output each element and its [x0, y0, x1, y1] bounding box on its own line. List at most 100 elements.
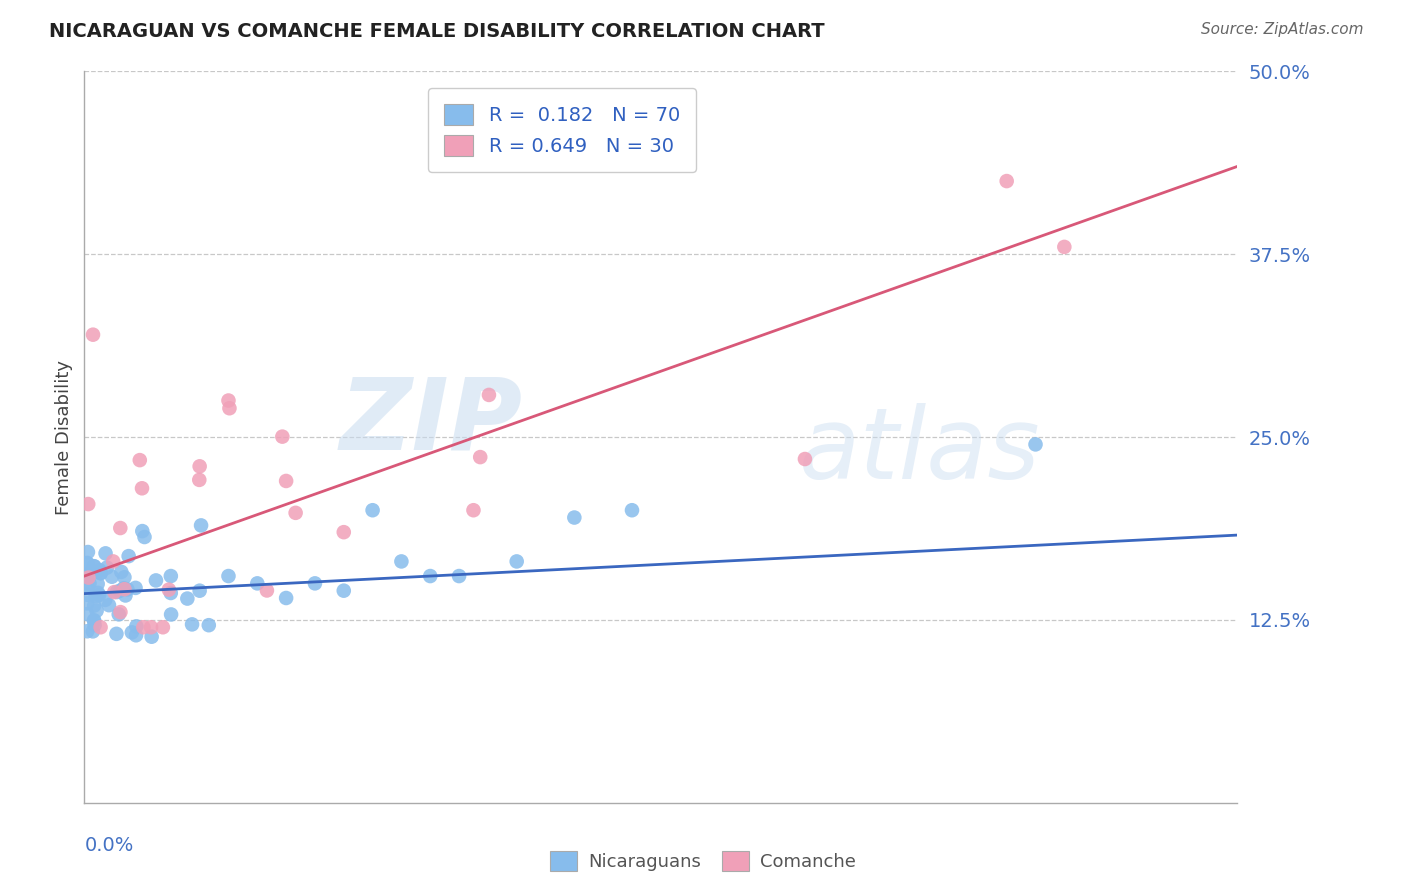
- Point: [76, 607, 98, 621]
- Point: [103, 585, 125, 599]
- Point: [506, 554, 529, 568]
- Point: [128, 453, 150, 467]
- Point: [419, 569, 441, 583]
- Point: [89, 563, 111, 577]
- Point: [76, 580, 98, 594]
- Point: [110, 605, 132, 619]
- Point: [1053, 240, 1076, 254]
- Point: [218, 401, 240, 416]
- Point: [82, 624, 104, 639]
- Point: [86, 577, 108, 591]
- Point: [110, 565, 132, 579]
- Point: [361, 503, 384, 517]
- Point: [101, 570, 124, 584]
- Point: [256, 583, 278, 598]
- Point: [79, 576, 101, 591]
- Text: 0.0%: 0.0%: [84, 836, 134, 855]
- Point: [478, 388, 501, 402]
- Point: [470, 450, 492, 464]
- Point: [188, 583, 211, 598]
- Point: [83, 613, 105, 627]
- Point: [112, 581, 135, 595]
- Point: [90, 620, 112, 634]
- Point: [246, 576, 269, 591]
- Point: [188, 459, 211, 474]
- Point: [160, 569, 183, 583]
- Point: [114, 570, 136, 584]
- Point: [76, 569, 98, 583]
- Point: [621, 503, 644, 517]
- Point: [181, 617, 204, 632]
- Point: [82, 327, 104, 342]
- Point: [125, 628, 148, 642]
- Point: [131, 524, 153, 538]
- Point: [86, 604, 108, 618]
- Point: [114, 582, 136, 597]
- Point: [188, 473, 211, 487]
- Point: [105, 585, 128, 599]
- Point: [114, 589, 136, 603]
- Point: [159, 586, 181, 600]
- Point: [134, 530, 156, 544]
- Point: [108, 583, 131, 598]
- Legend: Nicaraguans, Comanche: Nicaraguans, Comanche: [543, 844, 863, 879]
- Point: [89, 588, 111, 602]
- Point: [284, 506, 307, 520]
- Point: [117, 582, 139, 597]
- Point: [176, 591, 198, 606]
- Point: [110, 521, 132, 535]
- Point: [125, 619, 148, 633]
- Point: [83, 614, 105, 628]
- Text: Source: ZipAtlas.com: Source: ZipAtlas.com: [1201, 22, 1364, 37]
- Point: [83, 618, 105, 632]
- Point: [141, 630, 163, 644]
- Point: [77, 545, 100, 559]
- Point: [197, 618, 219, 632]
- Point: [77, 497, 100, 511]
- Point: [103, 554, 124, 568]
- Point: [84, 589, 107, 603]
- Point: [83, 559, 105, 574]
- Point: [83, 599, 105, 613]
- Point: [107, 607, 129, 622]
- Point: [94, 546, 117, 560]
- Text: NICARAGUAN VS COMANCHE FEMALE DISABILITY CORRELATION CHART: NICARAGUAN VS COMANCHE FEMALE DISABILITY…: [49, 22, 825, 41]
- Point: [995, 174, 1018, 188]
- Point: [131, 481, 153, 495]
- Point: [190, 518, 212, 533]
- Point: [145, 574, 167, 588]
- Point: [98, 598, 121, 612]
- Point: [124, 581, 146, 595]
- Point: [76, 596, 98, 610]
- Point: [89, 566, 111, 580]
- Point: [160, 607, 183, 622]
- Point: [117, 549, 139, 563]
- Text: ZIP: ZIP: [339, 374, 523, 471]
- Point: [391, 554, 413, 568]
- Text: atlas: atlas: [799, 403, 1040, 500]
- Point: [76, 624, 98, 639]
- Point: [90, 566, 112, 580]
- Point: [304, 576, 326, 591]
- Y-axis label: Female Disability: Female Disability: [55, 359, 73, 515]
- Point: [152, 620, 174, 634]
- Point: [794, 452, 817, 467]
- Point: [94, 593, 117, 607]
- Point: [105, 627, 128, 641]
- Point: [76, 557, 98, 571]
- Point: [121, 625, 143, 640]
- Point: [276, 474, 298, 488]
- Point: [96, 560, 118, 574]
- Point: [218, 393, 240, 408]
- Point: [77, 571, 100, 585]
- Point: [333, 525, 356, 540]
- Point: [271, 429, 294, 443]
- Point: [76, 556, 98, 570]
- Point: [564, 510, 586, 524]
- Point: [1025, 437, 1047, 451]
- Point: [333, 583, 356, 598]
- Point: [132, 620, 155, 634]
- Point: [463, 503, 485, 517]
- Point: [87, 586, 110, 600]
- Point: [218, 569, 240, 583]
